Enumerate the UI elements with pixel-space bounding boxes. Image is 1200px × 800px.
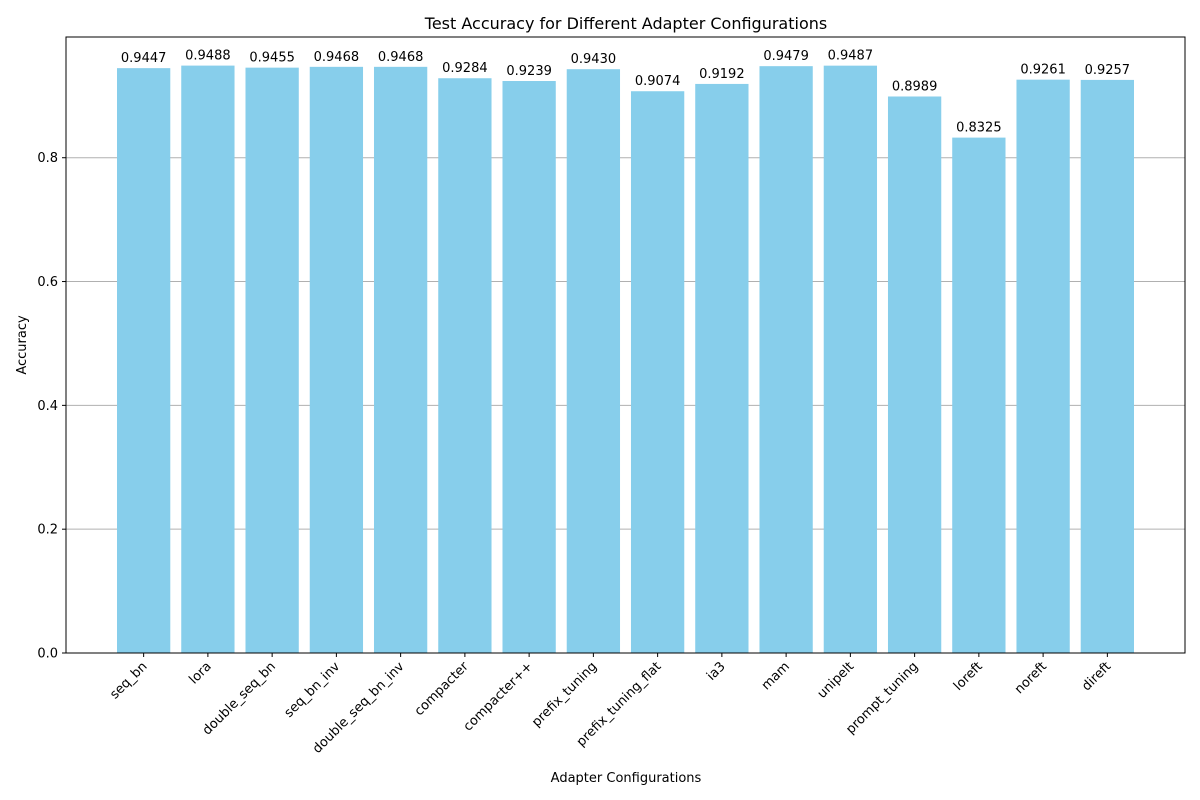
- bar-prefix_tuning: [566, 69, 621, 653]
- plot-frame: [65, 36, 1186, 654]
- data-label: 0.9447: [121, 51, 167, 66]
- x-tick-label: noreft: [1012, 659, 1050, 697]
- chart-title: Test Accuracy for Different Adapter Conf…: [424, 14, 827, 33]
- x-tick-label: prefix_tuning: [529, 659, 600, 730]
- bar-double_seq_bn_inv: [373, 66, 428, 654]
- data-label: 0.9284: [442, 61, 488, 76]
- x-tick-label: lora: [187, 659, 215, 687]
- x-tick-label: seq_bn: [107, 659, 150, 702]
- x-tick-label: seq_bn_inv: [282, 659, 344, 721]
- bar-compacter++: [502, 81, 556, 653]
- bar-compacter: [438, 78, 492, 654]
- y-tick-label: 0.6: [37, 275, 58, 290]
- y-tick-label: 0.4: [37, 399, 58, 414]
- bar-prompt_tuning: [887, 96, 942, 654]
- data-label: 0.8325: [956, 121, 1002, 136]
- bars: [117, 65, 1134, 654]
- x-tick-label: mam: [759, 659, 793, 693]
- data-label: 0.9074: [635, 74, 681, 89]
- y-tick-label: 0.0: [37, 647, 58, 662]
- x-tick-label: unipelt: [815, 659, 857, 701]
- bar-ia3: [695, 83, 749, 654]
- bar-loreft: [952, 137, 1006, 653]
- data-label: 0.9468: [314, 50, 360, 65]
- data-label: 0.9239: [506, 64, 552, 79]
- bar-seq_bn: [117, 68, 171, 653]
- bar-lora: [181, 65, 235, 653]
- x-tick-label: direft: [1079, 659, 1114, 694]
- x-axis-label: Adapter Configurations: [551, 771, 702, 786]
- y-axis: 0.0 0.2 0.4 0.6 0.8: [37, 151, 66, 662]
- y-tick-label: 0.8: [37, 151, 58, 166]
- y-axis-label: Accuracy: [15, 315, 30, 375]
- bar-unipelt: [823, 65, 878, 653]
- data-label: 0.9261: [1020, 63, 1066, 78]
- x-tick-label: compacter++: [461, 659, 536, 734]
- data-label: 0.9257: [1085, 63, 1131, 78]
- data-label: 0.9488: [185, 49, 231, 64]
- bar-noreft: [1016, 79, 1070, 653]
- data-labels: 0.9447 0.9488 0.9455 0.9468 0.9468 0.9284 0.92…: [121, 49, 1130, 136]
- data-label: 0.9487: [828, 49, 874, 64]
- data-label: 0.9468: [378, 50, 424, 65]
- x-tick-label: compacter: [412, 659, 472, 719]
- data-label: 0.9455: [249, 51, 295, 66]
- data-label: 0.9479: [763, 49, 809, 64]
- bar-seq_bn_inv: [309, 66, 364, 654]
- bar-mam: [759, 66, 813, 653]
- y-tick-label: 0.2: [37, 523, 58, 538]
- x-tick-label: ia3: [704, 659, 729, 684]
- x-tick-label: loreft: [951, 659, 986, 694]
- bar-direft: [1080, 79, 1134, 653]
- bar-double_seq_bn: [245, 67, 299, 654]
- data-label: 0.9192: [699, 67, 745, 82]
- data-label: 0.8989: [892, 79, 938, 94]
- bar-prefix_tuning_flat: [630, 91, 685, 653]
- data-label: 0.9430: [571, 52, 617, 67]
